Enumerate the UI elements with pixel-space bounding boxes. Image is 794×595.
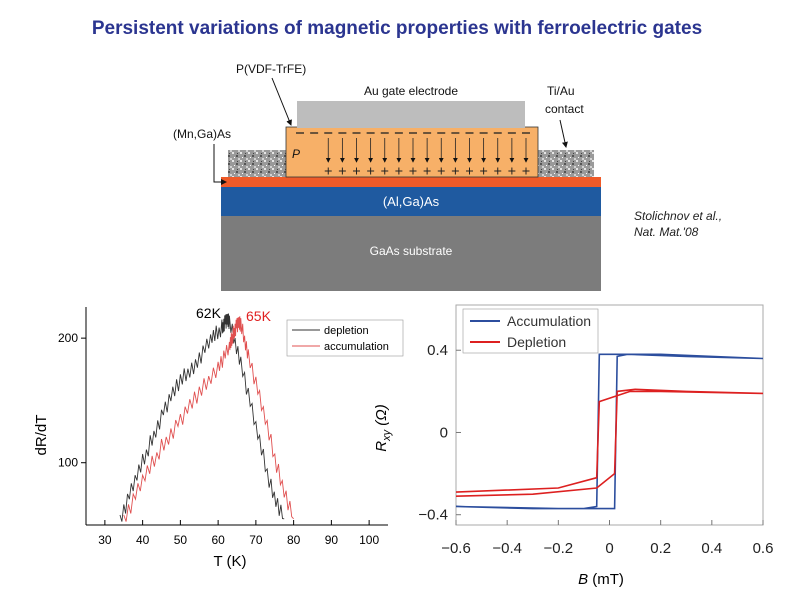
right-contact [538,150,594,177]
dRdT-ylabel: dR/dT [33,415,50,456]
Rxy-y-tick-label: −0.4 [418,507,448,524]
dRdT-x-tick-label: 30 [98,533,112,547]
polarization-label: P [292,147,300,161]
Rxy-y-tick-label: 0.4 [427,342,448,359]
Rxy-ylabel: Rxy (Ω) [373,404,393,451]
algaas-label: (Al,Ga)As [383,194,440,209]
dRdT-xlabel: T (K) [213,553,246,570]
dRdT-x-tick-label: 80 [287,533,301,547]
Rxy-chart-series [455,353,764,510]
dRdT-x-tick-label: 50 [174,533,188,547]
mngaas-callout: (Mn,Ga)As [173,127,231,141]
polarization-charges [296,132,530,175]
Rxy-x-tick-label: 0.4 [701,540,722,557]
algaas-layer [221,186,601,216]
dRdT-x-tick-label: 70 [249,533,263,547]
pvdf-callout: P(VDF-TrFE) [236,62,306,76]
dRdT-legend-depletion: depletion [324,325,369,337]
gate-electrode [297,101,525,128]
dRdT-legend: depletion accumulation [286,319,404,357]
dRdT-annotation-65K: 65K [246,308,272,324]
dRdT-y-tick-label: 200 [58,331,78,345]
dRdT-y-tick-label: 100 [58,456,78,470]
slide-title: Persistent variations of magnetic proper… [91,18,703,39]
Rxy-legend-box [462,308,599,354]
dRdT-series-depletion [119,313,285,522]
dRdT-legend-accumulation: accumulation [324,341,389,353]
Rxy-legend: Accumulation Depletion [462,308,599,354]
dRdT-x-tick-label: 60 [211,533,225,547]
left-contact [228,150,286,177]
substrate-label: GaAs substrate [370,244,453,258]
dRdT-x-tick-label: 100 [359,533,379,547]
dRdT-chart-ticks: 30 40 50 60 70 80 90 100 100 200 [58,331,379,547]
Rxy-xlabel: B (mT) [578,571,624,588]
dRdT-series-accumulation [123,316,294,522]
Rxy-legend-accumulation: Accumulation [507,313,591,329]
gate-label: Au gate electrode [364,84,458,98]
Rxy-x-tick-label: −0.6 [441,540,471,557]
citation-journal: Nat. Mat.'08 [634,225,699,239]
Rxy-x-tick-label: 0.2 [650,540,671,557]
citation: Stolichnov et al., Nat. Mat.'08 [634,208,722,240]
contact-arrow [559,119,568,148]
contact-callout-line1: Ti/Au [547,84,575,98]
Rxy-x-tick-label: −0.4 [492,540,522,557]
dRdT-x-tick-label: 90 [325,533,339,547]
dRdT-x-tick-label: 40 [136,533,150,547]
ferroelectric-layer [285,126,539,178]
Rxy-x-tick-label: −0.2 [544,540,574,557]
dRdT-chart-series [119,313,294,522]
Rxy-x-tick-label: 0 [605,540,613,557]
citation-authors: Stolichnov et al., [634,209,723,223]
Rxy-series-Depletion [455,388,764,497]
dRdT-annotation-62K: 62K [196,305,222,321]
Rxy-y-tick-label: 0 [440,424,448,441]
pvdf-arrow [271,77,292,126]
contact-callout-line2: contact [545,102,584,116]
mngaas-arrow [213,144,227,185]
Rxy-x-tick-label: 0.6 [753,540,774,557]
Rxy-chart: −0.6 −0.4 −0.2 0 0.2 0.4 0.6 −0.4 0 0.4 Rxy (Ω) B… [373,304,773,588]
Rxy-chart-ticks: −0.6 −0.4 −0.2 0 0.2 0.4 0.6 −0.4 0 0.4 [418,342,773,557]
mngaas-layer [221,177,601,187]
device-schematic: Au gate electrode P (Al,Ga)As GaAs subst… [173,62,601,291]
Rxy-legend-depletion: Depletion [507,334,566,350]
substrate-layer [221,215,601,291]
dRdT-legend-box [286,319,404,357]
Rxy-series-Accumulation [455,353,764,510]
